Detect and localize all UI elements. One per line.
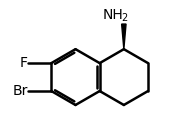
Text: NH: NH bbox=[102, 8, 123, 22]
Text: F: F bbox=[20, 56, 28, 70]
Text: Br: Br bbox=[12, 84, 28, 98]
Polygon shape bbox=[122, 24, 126, 49]
Text: 2: 2 bbox=[121, 13, 127, 23]
